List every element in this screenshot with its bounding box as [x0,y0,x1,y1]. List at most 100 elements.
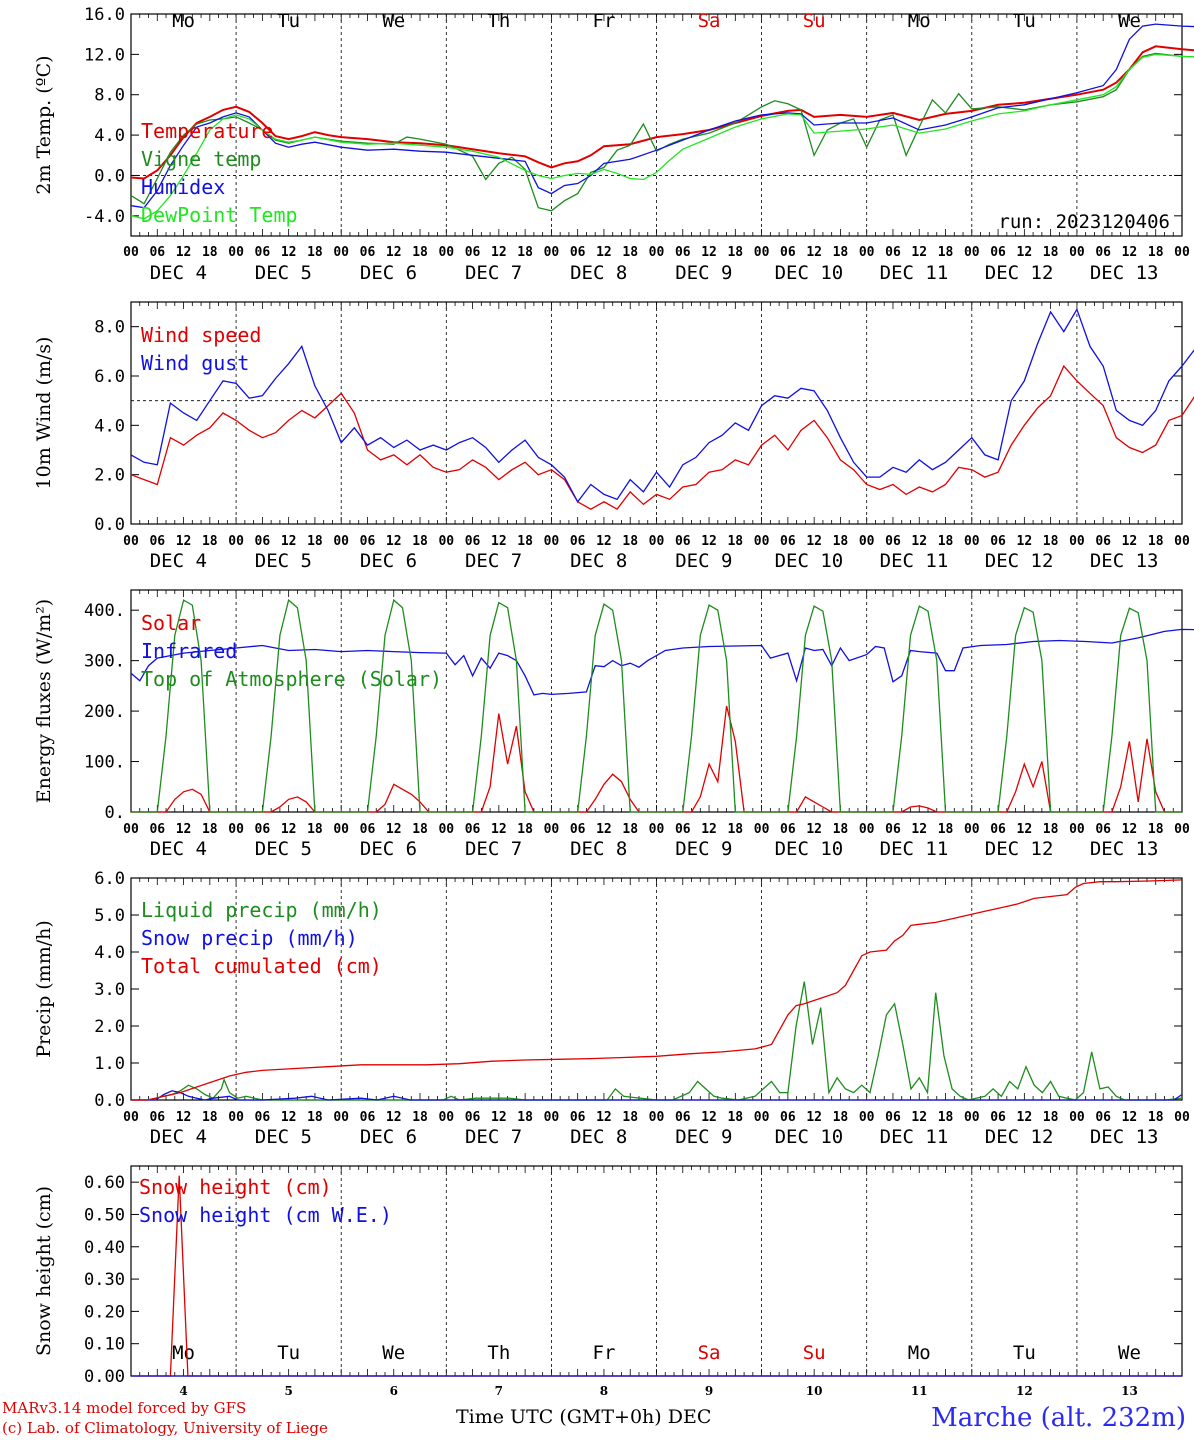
temperature-hour-label: 12 [281,245,297,260]
temperature-hour-label: 00 [1174,245,1190,260]
precip-hour-label: 12 [806,1110,822,1125]
precip-date-label: DEC 13 [1090,1126,1159,1148]
temperature-weekday-label: We [382,10,405,32]
snow-weekday-label: Tu [277,1342,300,1364]
temperature-date-label: DEC 10 [775,262,844,284]
temperature-hour-label: 00 [333,245,349,260]
wind-date-label: DEC 5 [255,550,312,572]
temperature-weekday-label: Mo [908,10,931,32]
energy-y-tick-label: 100. [84,753,125,773]
precip-y-tick-label: 2.0 [94,1017,125,1037]
temperature-weekday-label: Su [803,10,826,32]
energy-series-top-of-atmosphere-solar- [131,598,1182,813]
energy-hour-label: 00 [228,822,244,837]
temperature-hour-label: 00 [1069,245,1085,260]
wind-hour-label: 06 [360,534,376,549]
wind-hour-label: 06 [780,534,796,549]
energy-hour-label: 12 [806,822,822,837]
temperature-weekday-label: We [1118,10,1141,32]
wind-date-label: DEC 10 [775,550,844,572]
precip-hour-label: 06 [149,1110,165,1125]
wind-date-label: DEC 12 [985,550,1054,572]
energy-hour-label: 06 [990,822,1006,837]
snow-weekday-label: Sa [698,1342,721,1364]
wind-hour-label: 00 [754,534,770,549]
energy-hour-label: 12 [911,822,927,837]
energy-hour-label: 06 [570,822,586,837]
energy-hour-label: 06 [255,822,271,837]
wind-y-axis-label: 10m Wind (m/s) [33,337,55,490]
energy-hour-label: 00 [438,822,454,837]
energy-hour-label: 00 [859,822,875,837]
temperature-hour-label: 06 [780,245,796,260]
wind-y-tick-label: 4.0 [94,416,125,436]
energy-date-label: DEC 6 [360,838,417,860]
snow-weekday-label: Th [487,1342,510,1364]
precip-hour-label: 18 [202,1110,218,1125]
precip-hour-label: 12 [386,1110,402,1125]
snow-weekday-label: Mo [172,1342,195,1364]
snow-y-tick-label: 0.00 [84,1367,125,1387]
energy-hour-label: 12 [1122,822,1138,837]
precip-series-total-cumulated-cm- [131,879,1183,1101]
energy-y-tick-label: 200. [84,702,125,722]
wind-hour-label: 06 [990,534,1006,549]
temperature-date-label: DEC 6 [360,262,417,284]
snow-day-number: 9 [705,1384,713,1398]
wind-hour-label: 18 [202,534,218,549]
energy-date-label: DEC 7 [465,838,522,860]
energy-series-solar [131,705,1182,813]
wind-hour-label: 18 [727,534,743,549]
temperature-legend-entry: DewPoint Temp [141,203,298,227]
temperature-date-label: DEC 12 [985,262,1054,284]
snow-y-tick-label: 0.50 [84,1205,125,1225]
temperature-hour-label: 06 [149,245,165,260]
wind-hour-label: 06 [149,534,165,549]
wind-hour-label: 00 [333,534,349,549]
energy-date-label: DEC 8 [570,838,627,860]
station-name: Marche (alt. 232m) [931,1403,1186,1433]
energy-hour-label: 12 [596,822,612,837]
snow-y-tick-label: 0.40 [84,1238,125,1258]
temperature-hour-label: 18 [307,245,323,260]
precip-date-label: DEC 12 [985,1126,1054,1148]
temperature-hour-label: 12 [701,245,717,260]
snow-y-tick-label: 0.10 [84,1335,125,1355]
wind-hour-label: 06 [885,534,901,549]
energy-hour-label: 18 [412,822,428,837]
precip-y-axis-label: Precip (mm/h) [33,920,55,1058]
snow-day-number: 12 [1016,1384,1033,1398]
energy-y-tick-label: 400. [84,601,125,621]
energy-hour-label: 18 [622,822,638,837]
temperature-hour-label: 12 [491,245,507,260]
wind-hour-label: 18 [833,534,849,549]
temperature-hour-label: 06 [885,245,901,260]
precip-hour-label: 12 [491,1110,507,1125]
precip-legend-entry: Total cumulated (cm) [141,954,382,978]
wind-hour-label: 06 [675,534,691,549]
temperature-y-tick-label: 12.0 [84,45,125,65]
precip-hour-label: 06 [990,1110,1006,1125]
precip-hour-label: 12 [701,1110,717,1125]
wind-date-label: DEC 4 [150,550,207,572]
precip-hour-label: 06 [1095,1110,1111,1125]
precip-hour-label: 00 [123,1110,139,1125]
temperature-hour-label: 00 [438,245,454,260]
precip-y-tick-label: 5.0 [94,906,125,926]
precip-hour-label: 18 [622,1110,638,1125]
wind-hour-label: 00 [123,534,139,549]
snow-weekday-label: Mo [908,1342,931,1364]
wind-hour-label: 12 [176,534,192,549]
wind-hour-label: 12 [701,534,717,549]
precip-hour-label: 00 [859,1110,875,1125]
wind-hour-label: 12 [1017,534,1033,549]
energy-hour-label: 00 [649,822,665,837]
energy-hour-label: 00 [333,822,349,837]
precip-date-label: DEC 7 [465,1126,522,1148]
snow-weekday-label: We [1118,1342,1141,1364]
wind-legend-entry: Wind speed [141,323,261,347]
snow-weekday-label: Su [803,1342,826,1364]
x-axis-caption: Time UTC (GMT+0h) DEC [456,1406,712,1428]
energy-date-label: DEC 11 [880,838,949,860]
snow-day-number: 13 [1121,1384,1138,1398]
